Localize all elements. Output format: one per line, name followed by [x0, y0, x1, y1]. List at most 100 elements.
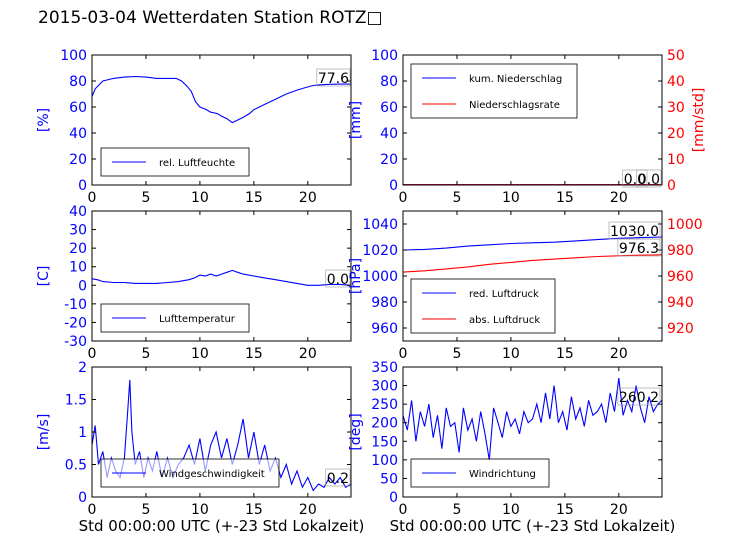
y-right-tick-label: 0 [667, 178, 676, 194]
y-right-tick-label: 940 [667, 295, 694, 311]
legend-label: rel. Luftfeuchte [159, 158, 235, 169]
legend: rel. Luftfeuchte [100, 147, 250, 177]
x-tick-label: 5 [141, 346, 150, 362]
x-tick-label: 15 [245, 190, 263, 206]
y-right-tick-label: 960 [667, 269, 694, 285]
y-tick-label: 1.5 [65, 393, 87, 409]
legend: Windgeschwindigkeit [100, 458, 280, 488]
x-tick-label: 15 [556, 502, 574, 518]
y-tick-label: 60 [69, 100, 87, 116]
x-tick-label: 0 [399, 346, 408, 362]
panel-1: 0 5 10 15 20 0 20 40 60 80 100 [%] rel. Luftfeuchte 7… [36, 48, 352, 206]
y-tick-label: 0.5 [65, 458, 87, 474]
y-right-tick-label: 50 [667, 48, 685, 64]
legend-label: Windgeschwindigkeit [159, 469, 265, 480]
x-tick-label: 20 [610, 346, 628, 362]
legend-label: Niederschlagsrate [469, 100, 560, 111]
y-tick-label: 1040 [362, 217, 398, 233]
y-right-tick-label: 40 [667, 74, 685, 90]
y-tick-label: 100 [60, 48, 87, 64]
legend: Windrichtung [410, 458, 550, 488]
x-tick-label: 0 [399, 502, 408, 518]
plot-frame [91, 54, 352, 186]
legend-label: red. Luftdruck [469, 289, 539, 300]
value-label-box [325, 468, 351, 487]
legend-label: Windrichtung [469, 469, 536, 480]
y-right-tick-label: 980 [667, 243, 694, 259]
y-tick-label: 960 [371, 321, 398, 337]
y-tick-label: 60 [380, 100, 398, 116]
value-label: 976.3 [619, 241, 659, 257]
y-tick-label: 20 [69, 152, 87, 168]
y-axis-label: [%] [36, 108, 52, 132]
y-right-tick-label: 920 [667, 321, 694, 337]
x-axis-label: Std 00:00:00 UTC (+-23 Std Lokalzeit) [79, 517, 365, 535]
x-tick-label: 0 [399, 190, 408, 206]
series-line-2 [402, 254, 663, 273]
panel-2: 0 5 10 15 20 0 20 40 60 80 100 0 10 20 30 40 50 [mm] [mm/s… [348, 48, 707, 206]
series-line-1 [91, 379, 352, 492]
value-label-box [325, 269, 351, 288]
y-axis-label: [mm] [348, 101, 364, 139]
panel-4: 0 5 10 15 20 960 980 1000 1020 1040 920 940 960 980 10… [348, 210, 703, 362]
y-tick-label: 80 [69, 74, 87, 90]
y-tick-label: 0 [78, 490, 87, 506]
x-tick-label: 15 [245, 502, 263, 518]
y-tick-label: 150 [371, 434, 398, 450]
y-axis-label: [hPa] [348, 258, 364, 294]
x-tick-label: 10 [502, 190, 520, 206]
plot-frame [402, 366, 663, 498]
value-label: 1030.0 [610, 224, 659, 240]
legend-box [410, 63, 578, 119]
value-label-box [617, 387, 661, 406]
y-right-tick-label: 10 [667, 152, 685, 168]
x-tick-label: 10 [502, 346, 520, 362]
value-label: 0.2 [327, 471, 349, 487]
legend-box [410, 278, 556, 334]
x-tick-label: 5 [452, 502, 461, 518]
legend: Lufttemperatur [100, 303, 250, 333]
y-tick-label: -20 [64, 315, 87, 331]
y-tick-label: 200 [371, 416, 398, 432]
y-tick-label: 10 [69, 260, 87, 276]
value-label: 0.0 [624, 172, 646, 188]
y-tick-label: 40 [69, 126, 87, 142]
y-axis-label: [deg] [348, 413, 364, 450]
y-axis-label: [m/s] [36, 414, 52, 451]
legend-label: abs. Luftdruck [469, 315, 540, 326]
x-tick-label: 0 [88, 190, 97, 206]
y-tick-label: 1 [78, 425, 87, 441]
y-tick-label: -10 [64, 297, 87, 313]
y-tick-label: 30 [69, 223, 87, 239]
y-tick-label: 100 [371, 453, 398, 469]
series-line-1 [91, 269, 352, 286]
value-label-box [636, 169, 662, 188]
x-tick-label: 0 [88, 502, 97, 518]
y-tick-label: 300 [371, 379, 398, 395]
y-tick-label: 40 [380, 126, 398, 142]
series-line-1 [91, 75, 351, 124]
series-line-1 [402, 236, 663, 251]
x-tick-label: 10 [191, 346, 209, 362]
y-tick-label: 80 [380, 74, 398, 90]
panel-3: 0 5 10 15 20 -30 -20 -10 0 10 20 30 40 [C] Lufttempera… [36, 204, 352, 362]
x-tick-label: 10 [191, 190, 209, 206]
y-tick-label: 1000 [362, 269, 398, 285]
value-label: 0.0 [327, 272, 349, 288]
y-tick-label: 0 [78, 278, 87, 294]
plot-frame [402, 54, 663, 186]
value-label: 260.2 [619, 390, 659, 406]
x-tick-label: 5 [141, 190, 150, 206]
y-tick-label: 20 [380, 152, 398, 168]
panel-5: 0 5 10 15 20 0 0.5 1 1.5 2 [m/s] Std 00:00:00 UTC (… [36, 360, 364, 535]
x-tick-label: 20 [299, 346, 317, 362]
x-tick-label: 5 [452, 190, 461, 206]
value-label-box [617, 238, 661, 257]
y-right-tick-label: 20 [667, 126, 685, 142]
y-tick-label: 0 [389, 490, 398, 506]
x-tick-label: 20 [610, 502, 628, 518]
y-tick-label: 1020 [362, 243, 398, 259]
legend: red. Luftdruck abs. Luftdruck [410, 278, 556, 334]
